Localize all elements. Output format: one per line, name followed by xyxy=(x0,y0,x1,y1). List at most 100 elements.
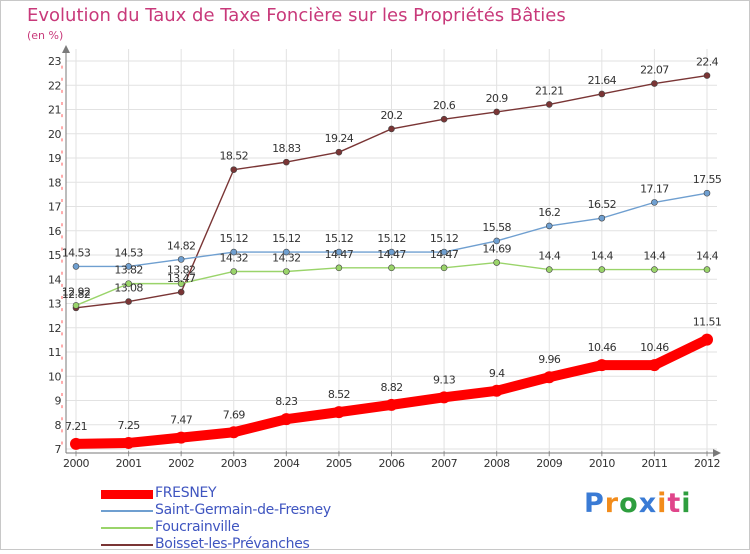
data-point-fresney xyxy=(490,384,503,397)
data-label-saint-germain-de-fresney: 15.12 xyxy=(272,232,301,245)
data-label-saint-germain-de-fresney: 17.55 xyxy=(693,173,722,186)
data-point-fresney xyxy=(280,413,293,426)
data-label-fresney: 7.25 xyxy=(118,419,141,432)
data-label-saint-germain-de-fresney: 15.12 xyxy=(377,232,406,245)
y-tick-label: 9 xyxy=(55,395,62,408)
data-label-boisset-les-prevanches: 20.9 xyxy=(486,92,509,105)
data-point-foucrainville xyxy=(125,280,132,287)
data-label-saint-germain-de-fresney: 16.52 xyxy=(588,198,617,211)
data-label-fresney: 7.69 xyxy=(223,408,246,421)
data-label-boisset-les-prevanches: 18.83 xyxy=(272,142,301,155)
legend-label: Saint-Germain-de-Fresney xyxy=(155,502,331,518)
data-point-fresney xyxy=(175,431,188,444)
x-tick-label: 2001 xyxy=(116,457,142,470)
data-label-boisset-les-prevanches: 18.52 xyxy=(220,150,249,163)
y-tick-label: 21 xyxy=(48,104,61,117)
y-tick-label: 14 xyxy=(48,273,61,286)
data-point-boisset-les-prevanches xyxy=(493,108,500,116)
data-point-boisset-les-prevanches xyxy=(545,101,553,108)
logo-letter: P xyxy=(584,488,605,519)
data-label-fresney: 11.51 xyxy=(693,316,722,329)
data-point-saint-germain-de-fresney xyxy=(335,248,343,256)
y-tick-label: 15 xyxy=(48,249,61,262)
data-point-fresney xyxy=(227,426,240,439)
legend-label: FRESNEY xyxy=(155,485,217,501)
data-label-saint-germain-de-fresney: 15.12 xyxy=(325,232,354,245)
legend-label: Boisset-les-Prévanches xyxy=(155,536,310,552)
data-point-boisset-les-prevanches xyxy=(335,148,343,156)
data-point-boisset-les-prevanches xyxy=(703,72,711,79)
data-point-foucrainville xyxy=(388,264,395,272)
data-point-foucrainville xyxy=(651,266,658,273)
data-point-fresney xyxy=(701,333,713,346)
axes: 7 8 9 10 11 12 13 14 15 16 17 18 19 20 21 22 23 2000 2001 2… xyxy=(48,45,721,470)
chart-title: Evolution du Taux de Taxe Foncière sur l… xyxy=(27,5,566,26)
data-label-boisset-les-prevanches: 12.82 xyxy=(62,288,91,301)
x-tick-label: 2002 xyxy=(168,457,194,470)
data-label-fresney: 9.4 xyxy=(489,367,505,380)
y-tick-label: 11 xyxy=(48,346,61,359)
data-point-boisset-les-prevanches xyxy=(651,80,658,87)
y-axis-arrow xyxy=(62,45,70,53)
data-point-saint-germain-de-fresney xyxy=(177,256,185,263)
data-label-boisset-les-prevanches: 20.2 xyxy=(380,109,402,122)
data-point-saint-germain-de-fresney xyxy=(651,199,658,206)
data-label-foucrainville: 12.92 xyxy=(62,285,91,298)
data-label-foucrainville: 14.32 xyxy=(272,251,301,264)
data-label-boisset-les-prevanches: 21.21 xyxy=(535,84,564,97)
data-label-foucrainville: 14.4 xyxy=(538,250,561,263)
data-label-boisset-les-prevanches: 20.6 xyxy=(433,99,456,112)
y-tick-label: 10 xyxy=(48,370,61,383)
y-tick-label: 8 xyxy=(55,419,62,432)
y-tick-label: 23 xyxy=(48,55,61,68)
y-tick-label: 12 xyxy=(48,322,61,335)
data-point-boisset-les-prevanches xyxy=(230,166,238,173)
data-point-foucrainville xyxy=(283,268,290,275)
data-label-foucrainville: 13.82 xyxy=(114,264,143,277)
data-point-foucrainville xyxy=(545,266,553,273)
y-tick-label: 16 xyxy=(48,225,61,238)
data-label-foucrainville: 14.4 xyxy=(643,250,666,263)
data-point-boisset-les-prevanches xyxy=(598,90,606,98)
data-point-foucrainville xyxy=(72,302,80,309)
data-point-saint-germain-de-fresney xyxy=(493,237,500,245)
data-label-saint-germain-de-fresney: 14.82 xyxy=(167,239,196,252)
legend-swatch xyxy=(101,510,153,512)
data-point-saint-germain-de-fresney xyxy=(230,248,238,256)
data-point-saint-germain-de-fresney xyxy=(283,248,290,256)
data-point-fresney xyxy=(595,359,608,372)
data-point-boisset-les-prevanches xyxy=(388,125,395,133)
data-point-saint-germain-de-fresney xyxy=(72,263,80,270)
x-tick-label: 2011 xyxy=(641,457,667,470)
data-label-fresney: 8.82 xyxy=(380,381,402,394)
x-tick-label: 2004 xyxy=(273,457,299,470)
logo-letter: r xyxy=(604,488,620,519)
data-label-fresney: 10.46 xyxy=(588,341,617,354)
y-tick-label: 7 xyxy=(55,443,62,456)
data-point-saint-germain-de-fresney xyxy=(545,222,553,230)
data-label-foucrainville: 14.47 xyxy=(430,248,459,261)
data-point-saint-germain-de-fresney xyxy=(703,189,711,197)
logo-letter: i xyxy=(657,488,668,519)
data-label-boisset-les-prevanches: 21.64 xyxy=(588,74,617,87)
data-label-foucrainville: 14.47 xyxy=(377,248,406,261)
grid xyxy=(66,49,717,457)
data-point-foucrainville xyxy=(493,259,500,266)
data-label-saint-germain-de-fresney: 15.58 xyxy=(482,221,511,234)
logo-letter: t xyxy=(667,488,682,519)
data-label-fresney: 10.46 xyxy=(640,341,669,354)
logo-letter: x xyxy=(638,488,658,519)
y-tick-label: 20 xyxy=(48,128,61,141)
y-tick-label: 13 xyxy=(48,298,61,311)
data-label-foucrainville: 14.69 xyxy=(482,243,511,256)
data-point-saint-germain-de-fresney xyxy=(388,248,395,256)
x-tick-label: 2012 xyxy=(694,457,720,470)
series-points xyxy=(70,72,713,450)
data-point-fresney xyxy=(438,391,451,404)
y-unit-label: (en %) xyxy=(27,29,64,42)
data-label-foucrainville: 14.4 xyxy=(696,250,719,263)
y-tick-label: 22 xyxy=(48,79,61,92)
data-label-fresney: 9.96 xyxy=(538,353,561,366)
